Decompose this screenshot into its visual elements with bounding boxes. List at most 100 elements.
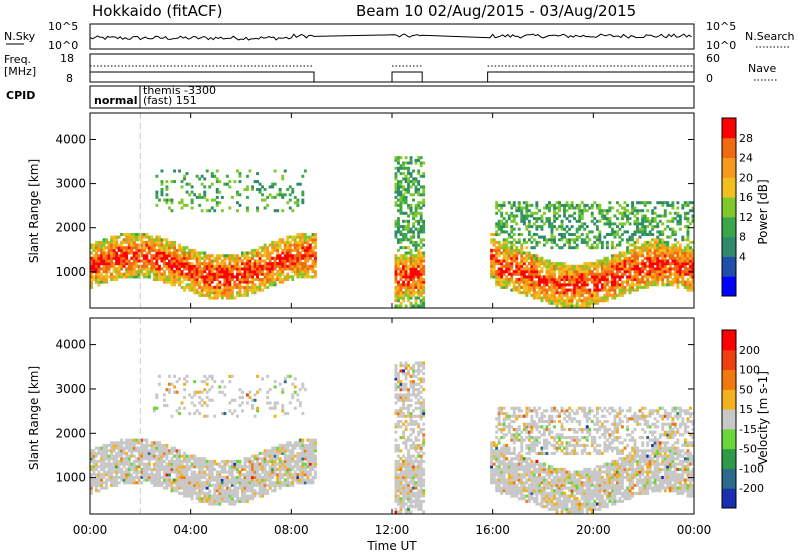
heatmap-cell	[241, 491, 244, 495]
heatmap-cell	[135, 235, 139, 239]
heatmap-cell	[407, 182, 410, 186]
heatmap-cell	[517, 248, 521, 252]
heatmap-cell	[175, 278, 179, 281]
heatmap-cell	[213, 293, 217, 297]
heatmap-cell	[394, 177, 398, 181]
heatmap-cell	[397, 193, 400, 197]
heatmap-cell	[203, 388, 207, 392]
heatmap-cell	[220, 259, 224, 263]
heatmap-cell	[261, 288, 264, 292]
heatmap-cell	[543, 293, 546, 297]
heatmap-cell	[394, 230, 398, 234]
heatmap-cell	[230, 412, 234, 416]
heatmap-cell	[641, 243, 645, 247]
heatmap-cell	[258, 486, 262, 490]
heatmap-cell	[678, 248, 682, 252]
heatmap-cell	[155, 441, 159, 445]
heatmap-cell	[95, 280, 98, 284]
heatmap-cell	[198, 412, 202, 416]
heatmap-cell	[271, 267, 275, 271]
heatmap-cell	[573, 264, 577, 268]
heatmap-cell	[246, 270, 249, 274]
heatmap-cell	[155, 240, 159, 244]
heatmap-cell	[218, 283, 222, 287]
heatmap-cell	[271, 182, 275, 186]
heatmap-cell	[137, 470, 141, 474]
heatmap-cell	[193, 457, 197, 461]
heatmap-cell	[278, 190, 282, 194]
heatmap-cell	[409, 267, 413, 271]
heatmap-cell	[575, 230, 579, 234]
heatmap-cell	[678, 267, 682, 271]
heatmap-cell	[283, 446, 287, 450]
heatmap-cell	[155, 195, 159, 199]
heatmap-cell	[168, 451, 171, 455]
heatmap-cell	[271, 243, 275, 247]
heatmap-cell	[213, 494, 217, 498]
heatmap-cell	[178, 272, 181, 276]
heatmap-cell	[173, 374, 176, 378]
heatmap-cell	[92, 267, 96, 271]
heatmap-cell	[95, 256, 98, 260]
heatmap-cell	[278, 470, 282, 474]
heatmap-cell	[563, 214, 566, 218]
heatmap-cell	[215, 285, 219, 289]
heatmap-cell	[605, 291, 609, 295]
heatmap-cell	[505, 240, 509, 244]
heatmap-cell	[583, 264, 587, 268]
heatmap-cell	[183, 272, 186, 276]
heatmap-cell	[190, 454, 194, 458]
heatmap-cell	[213, 174, 217, 178]
heatmap-cell	[548, 275, 551, 279]
heatmap-cell	[95, 267, 98, 271]
heatmap-cell	[256, 374, 259, 378]
heatmap-cell	[402, 211, 405, 215]
heatmap-cell	[404, 174, 408, 178]
heatmap-cell	[500, 225, 504, 229]
heatmap-cell	[251, 291, 254, 295]
heatmap-cell	[399, 240, 403, 244]
heatmap-cell	[200, 293, 204, 297]
heatmap-cell	[195, 288, 199, 292]
heatmap-cell	[520, 254, 524, 258]
heatmap-cell	[147, 259, 151, 263]
heatmap-cell	[215, 497, 219, 501]
heatmap-cell	[548, 293, 551, 297]
heatmap-cell	[100, 243, 103, 247]
heatmap-cell	[548, 267, 551, 271]
heatmap-cell	[678, 217, 682, 221]
heatmap-cell	[568, 233, 572, 236]
heatmap-cell	[683, 211, 687, 215]
heatmap-cell	[661, 251, 665, 255]
heatmap-cell	[676, 248, 680, 252]
heatmap-cell	[565, 293, 569, 297]
heatmap-cell	[210, 502, 214, 506]
heatmap-cell	[550, 264, 554, 268]
heatmap-cell	[656, 201, 660, 205]
heatmap-cell	[112, 467, 116, 471]
nave-label: Nave	[748, 62, 776, 75]
heatmap-cell	[283, 462, 287, 466]
heatmap-cell	[102, 246, 106, 250]
heatmap-cell	[102, 259, 106, 263]
heatmap-cell	[233, 494, 237, 498]
heatmap-cell	[286, 481, 290, 485]
heatmap-cell	[505, 230, 509, 234]
heatmap-cell	[200, 491, 204, 495]
heatmap-cell	[417, 272, 421, 276]
heatmap-cell	[268, 483, 272, 487]
heatmap-cell	[673, 211, 677, 215]
heatmap-cell	[500, 278, 504, 281]
heatmap-cell	[137, 478, 141, 482]
heatmap-cell	[220, 390, 224, 394]
heatmap-cell	[689, 259, 692, 263]
heatmap-cell	[613, 233, 617, 236]
heatmap-cell	[213, 264, 217, 268]
heatmap-cell	[152, 262, 156, 266]
heatmap-cell	[548, 288, 551, 292]
heatmap-cell	[215, 264, 219, 268]
heatmap-cell	[105, 262, 108, 266]
heatmap-cell	[223, 264, 227, 268]
heatmap-cell	[158, 443, 161, 447]
heatmap-cell	[230, 465, 234, 469]
